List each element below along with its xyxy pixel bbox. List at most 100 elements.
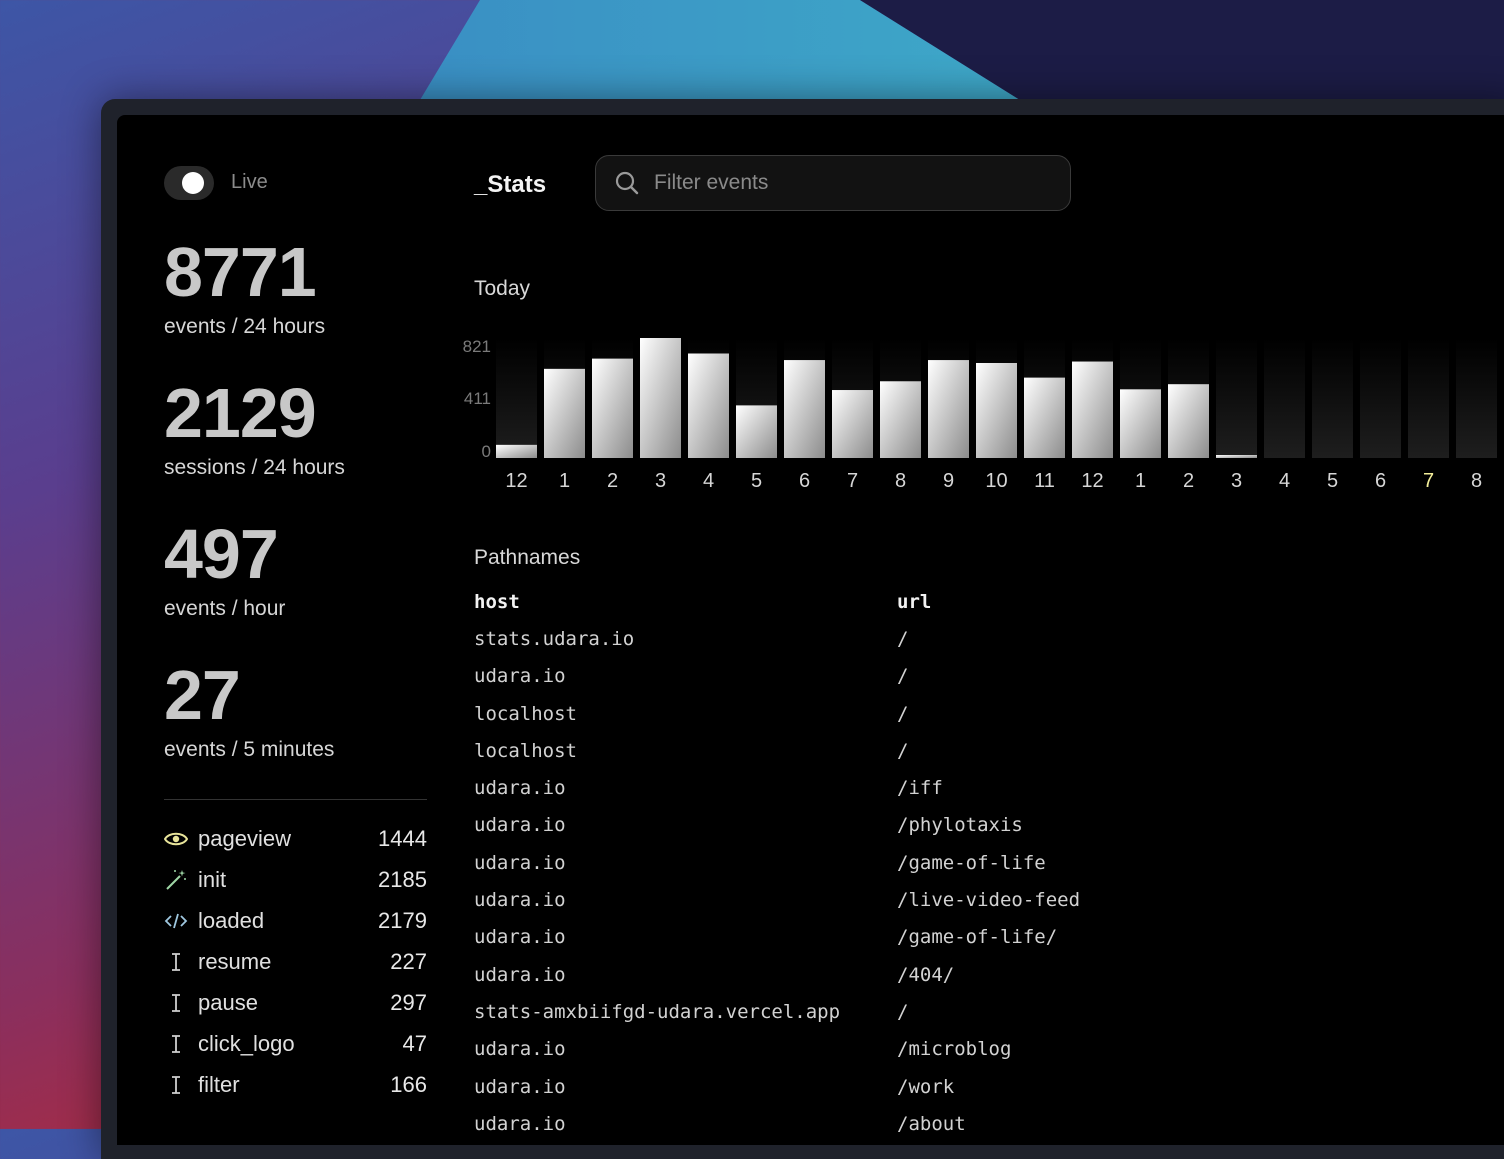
table-row: udara.io/game-of-life — [474, 852, 1080, 889]
filter-search-box[interactable] — [595, 155, 1071, 211]
event-row-loaded[interactable]: loaded 2179 — [164, 906, 427, 936]
bar-5[interactable] — [736, 405, 777, 458]
desktop-wallpaper — [420, 0, 1504, 100]
bar-slot — [1408, 338, 1449, 458]
event-count: 297 — [390, 990, 427, 1015]
bar-slot — [496, 338, 537, 458]
event-row-filter[interactable]: filter 166 — [164, 1070, 427, 1100]
event-row-click-logo[interactable]: click_logo 47 — [164, 1029, 427, 1059]
event-row-init[interactable]: init 2185 — [164, 865, 427, 895]
url-cell: /game-of-life — [897, 851, 1046, 874]
host-cell: stats.udara.io — [474, 628, 635, 650]
x-tick-label: 10 — [985, 470, 1007, 492]
host-cell: stats-amxbiifgd-udara.vercel.app — [474, 1000, 841, 1023]
event-count: 47 — [402, 1031, 427, 1056]
filter-events-input[interactable] — [652, 170, 1036, 196]
x-tick-label: 1 — [1135, 470, 1146, 492]
y-tick-label: 821 — [463, 337, 491, 356]
stat-events-24h: 8771 events / 24 hours — [164, 237, 325, 339]
host-cell: udara.io — [474, 814, 566, 837]
event-count: 166 — [390, 1072, 427, 1097]
host-cell: udara.io — [474, 1075, 566, 1098]
x-tick-label: 4 — [703, 470, 714, 492]
app-title[interactable]: _Stats — [474, 171, 547, 198]
stat-value: 2129 — [164, 374, 317, 452]
bar-11[interactable] — [1024, 377, 1065, 458]
url-cell: /phylotaxis — [897, 814, 1023, 837]
event-row-pause[interactable]: pause 297 — [164, 988, 427, 1018]
host-cell: udara.io — [474, 963, 566, 986]
bar-3[interactable] — [640, 338, 681, 458]
y-tick-label: 0 — [482, 442, 491, 461]
bar-12[interactable] — [1072, 361, 1113, 458]
x-tick-label: 4 — [1279, 470, 1290, 492]
host-cell: localhost — [474, 702, 577, 725]
event-count: 227 — [390, 949, 427, 974]
text-cursor-icon — [164, 1073, 188, 1097]
host-cell: udara.io — [474, 777, 566, 800]
host-cell: udara.io — [474, 926, 566, 949]
event-name: init — [198, 867, 227, 892]
event-row-resume[interactable]: resume 227 — [164, 947, 427, 977]
x-tick-label: 9 — [943, 470, 954, 492]
bar-slot — [1360, 338, 1401, 458]
event-name: click_logo — [198, 1031, 295, 1056]
bar-8[interactable] — [880, 381, 921, 458]
x-tick-label: 8 — [1471, 470, 1482, 492]
x-tick-label: 5 — [1327, 470, 1338, 492]
table-row: stats-amxbiifgd-udara.vercel.app / — [474, 1001, 1080, 1038]
live-toggle[interactable] — [164, 166, 214, 200]
x-tick-label: 11 — [1034, 470, 1055, 492]
pathnames-table: host url stats.udara.io / udara.io / localho… — [474, 591, 1080, 1145]
stat-value: 27 — [164, 656, 241, 734]
text-cursor-icon — [164, 991, 188, 1015]
bar-1[interactable] — [544, 368, 585, 458]
host-cell: udara.io — [474, 665, 566, 688]
bar-13[interactable] — [1120, 389, 1161, 458]
event-count: 2185 — [378, 867, 427, 892]
search-icon — [615, 171, 639, 195]
stat-caption: events / 5 minutes — [164, 738, 335, 761]
event-row-pageview[interactable]: pageview 1444 — [164, 824, 427, 854]
x-tick-label: 7 — [1423, 470, 1434, 492]
bar-15[interactable] — [1216, 455, 1257, 458]
bar-7[interactable] — [832, 390, 873, 458]
table-row: stats.udara.io / — [474, 628, 1080, 665]
x-tick-label: 2 — [607, 470, 618, 492]
bar-9[interactable] — [928, 360, 969, 458]
bar-0[interactable] — [496, 444, 537, 458]
bar-slot — [1456, 338, 1497, 458]
url-cell: / — [897, 702, 909, 725]
host-cell: udara.io — [474, 1038, 566, 1061]
text-cursor-icon — [164, 950, 188, 974]
bar-slot — [1264, 338, 1305, 458]
x-tick-label: 7 — [847, 470, 858, 492]
column-header-url: url — [897, 591, 932, 613]
x-tick-label: 5 — [751, 470, 762, 492]
code-icon — [164, 909, 188, 933]
stat-sessions-24h: 2129 sessions / 24 hours — [164, 378, 345, 480]
bar-slot — [1216, 338, 1257, 458]
x-tick-label: 12 — [1081, 470, 1103, 492]
x-tick-label: 12 — [505, 470, 527, 492]
bar-10[interactable] — [976, 362, 1017, 458]
x-tick-label: 6 — [1375, 470, 1386, 492]
x-tick-label: 6 — [799, 470, 810, 492]
url-cell: /microblog — [897, 1038, 1012, 1061]
event-name: filter — [198, 1072, 240, 1097]
event-count: 1444 — [378, 826, 427, 851]
bar-14[interactable] — [1168, 384, 1209, 458]
url-cell: /work — [897, 1075, 955, 1098]
table-row: localhost / — [474, 740, 1080, 777]
bar-2[interactable] — [592, 358, 633, 458]
x-tick-label: 1 — [559, 470, 570, 492]
x-tick-label: 3 — [1231, 470, 1242, 492]
bar-slot — [1312, 338, 1353, 458]
bar-4[interactable] — [688, 353, 729, 458]
event-name: loaded — [198, 908, 265, 933]
bar-6[interactable] — [784, 360, 825, 458]
x-tick-label: 8 — [895, 470, 906, 492]
sidebar-divider — [164, 799, 427, 800]
text-cursor-icon — [164, 1032, 188, 1056]
